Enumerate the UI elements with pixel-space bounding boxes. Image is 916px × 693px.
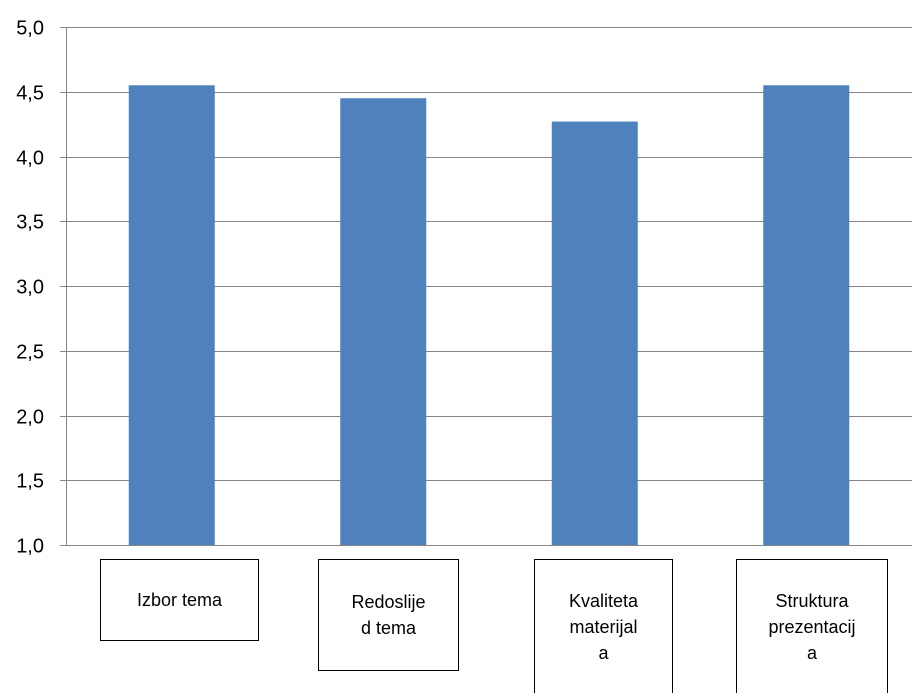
y-tick-label: 3,0 [16, 277, 44, 299]
category-label-line: prezentacij [768, 616, 856, 637]
y-tick-label: 5,0 [16, 18, 44, 40]
y-tick-label: 2,0 [16, 407, 44, 429]
bar [340, 98, 427, 545]
category-label-line: materijal [569, 616, 638, 637]
category-label: Struktura prezentacij a [736, 559, 888, 693]
y-tick-label: 4,0 [16, 148, 44, 170]
category-label-line: Izbor tema [136, 590, 223, 610]
category-label-text: Izbor tema [137, 587, 222, 613]
category-label-line: Kvaliteta [568, 590, 639, 611]
axes [60, 27, 912, 546]
y-tick-labels: 1,0 1,5 2,0 2,5 3,0 3,5 4,0 4,5 5,0 [16, 18, 44, 558]
y-tick-label: 4,5 [16, 83, 44, 105]
category-label-line: Struktura [775, 590, 849, 611]
category-label: Redoslije d tema [318, 559, 459, 671]
category-label-line: a [806, 642, 817, 663]
category-label: Izbor tema [100, 559, 259, 641]
category-label: Kvaliteta materijal a [534, 559, 673, 693]
y-tick-label: 2,5 [16, 342, 44, 364]
bar [551, 121, 638, 545]
category-label-line: a [598, 642, 609, 663]
category-label-line: d tema [360, 618, 416, 638]
y-tick-label: 1,5 [16, 471, 44, 493]
category-label-text: Kvaliteta materijal a [569, 588, 638, 666]
category-label-text: Struktura prezentacij a [768, 588, 855, 666]
y-tick-label: 3,5 [16, 212, 44, 234]
y-tick-label: 1,0 [16, 536, 44, 558]
category-label-text: Redoslije d tema [351, 589, 425, 641]
bars [128, 85, 850, 546]
bar [128, 85, 215, 546]
bar [763, 85, 850, 546]
category-label-line: Redoslije [351, 592, 426, 612]
